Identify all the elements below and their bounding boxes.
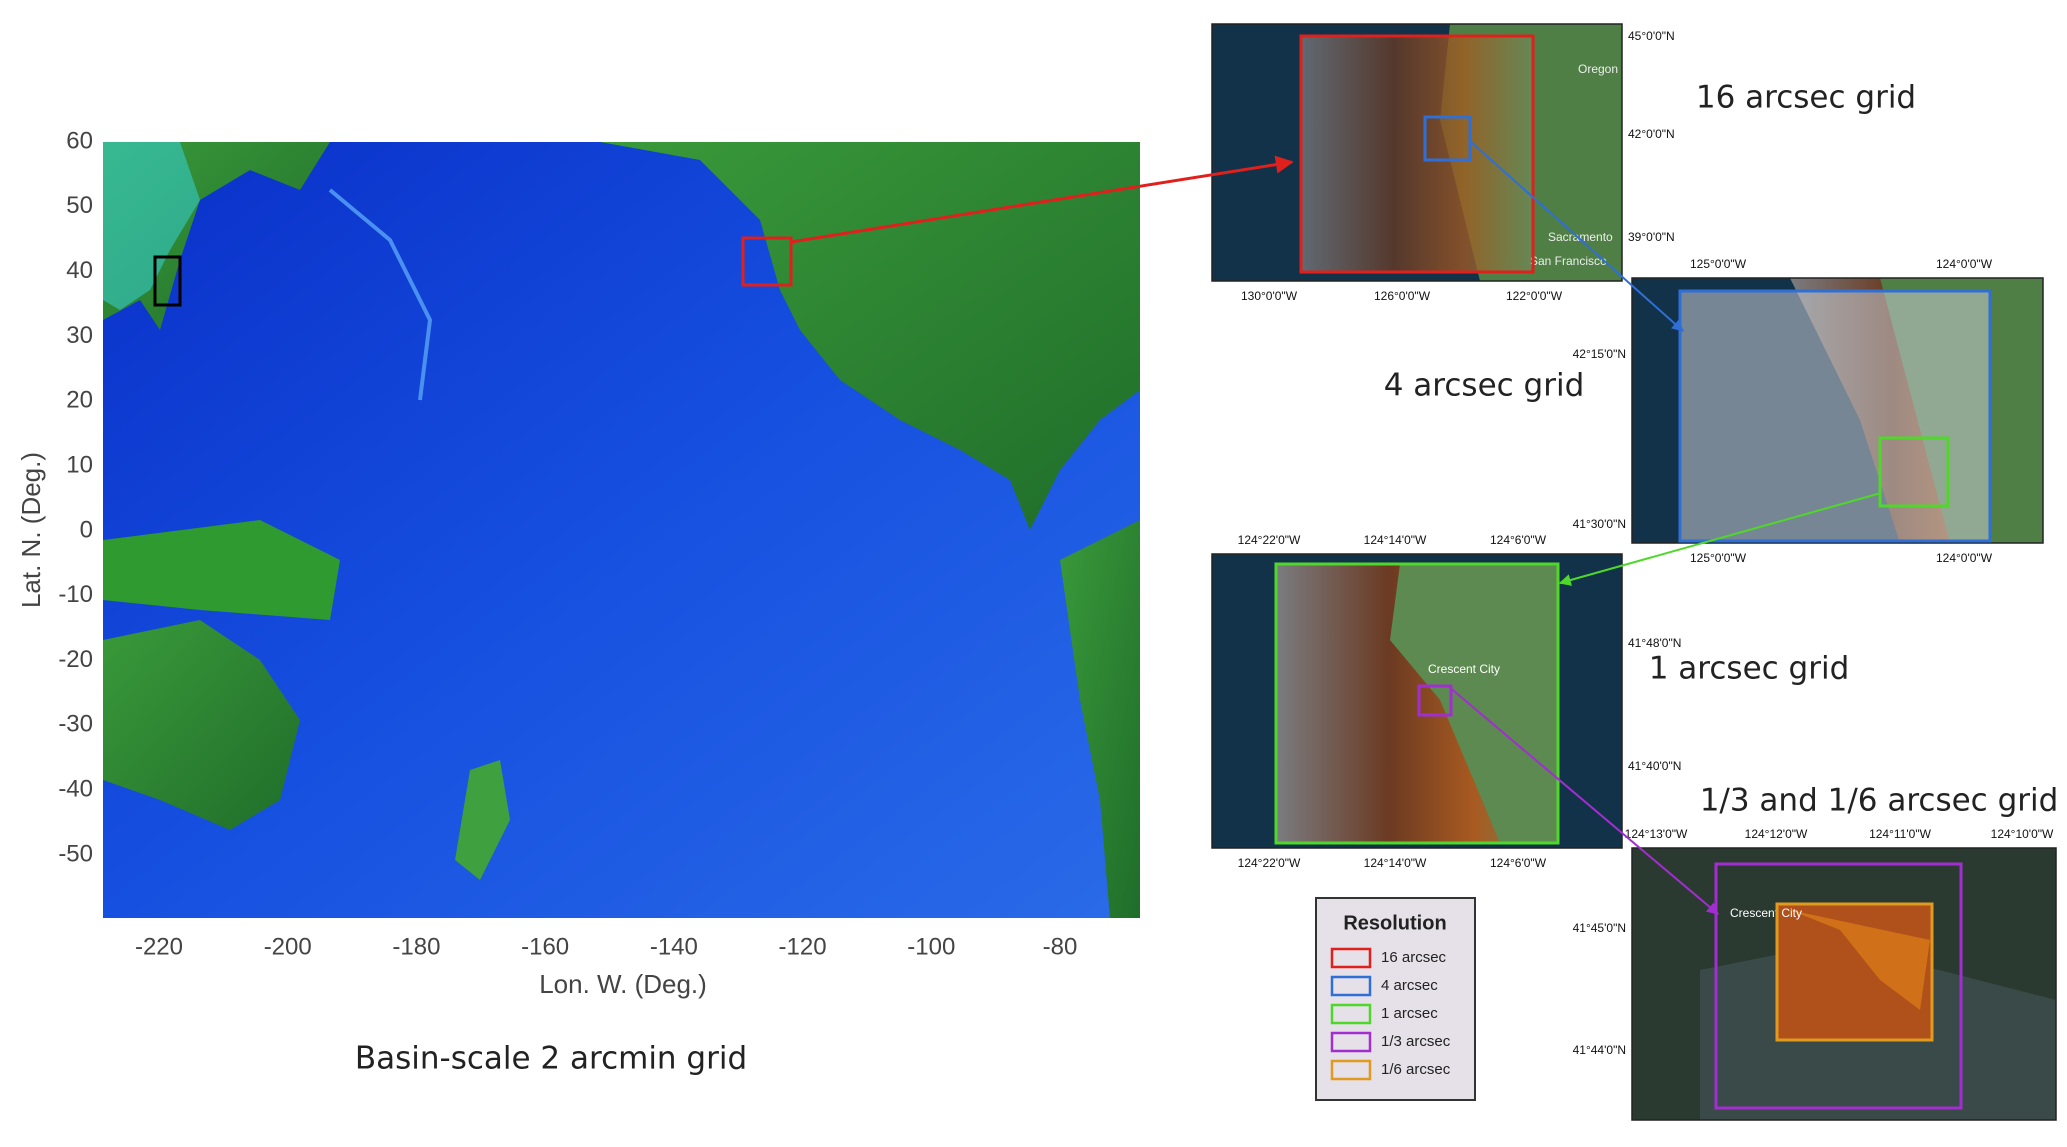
- grid-box: [1775, 902, 1934, 1042]
- place-label: Sacramento: [1548, 230, 1613, 244]
- lon-label: 125°0'0"W: [1690, 551, 1747, 565]
- panel-1: Oregon Sacramento San Francisco: [1212, 24, 1622, 281]
- y-tick-label: 40: [66, 257, 93, 284]
- lat-label: 42°0'0"N: [1628, 127, 1675, 141]
- x-axis-label: Lon. W. (Deg.): [539, 969, 707, 999]
- x-tick-label: -140: [650, 933, 698, 960]
- x-tick-label: -120: [779, 933, 827, 960]
- lon-label: 124°6'0"W: [1490, 533, 1547, 547]
- legend-swatch: [1330, 1031, 1372, 1053]
- panel-frame: [1631, 277, 2044, 544]
- lat-label: 41°45'0"N: [1573, 921, 1626, 935]
- panel-caption: 1 arcsec grid: [1649, 651, 1850, 687]
- lon-label: 124°14'0"W: [1364, 856, 1427, 870]
- lon-label: 130°0'0"W: [1241, 289, 1298, 303]
- y-tick-label: 60: [66, 127, 93, 154]
- grid-box: [1417, 684, 1453, 717]
- lat-label: 41°30'0"N: [1573, 517, 1626, 531]
- lon-label: 122°0'0"W: [1506, 289, 1563, 303]
- place-label: Crescent City: [1730, 906, 1802, 920]
- y-tick-label: -40: [58, 776, 93, 803]
- legend: Resolution 16 arcsec 4 arcsec 1 arcsec 1/3 …: [1315, 897, 1476, 1101]
- lon-label: 124°11'0"W: [1869, 827, 1932, 841]
- lat-label: 39°0'0"N: [1628, 230, 1675, 244]
- basin-map: [103, 142, 1140, 918]
- place-label: Oregon: [1578, 62, 1618, 76]
- lon-label: 124°12'0"W: [1745, 827, 1808, 841]
- x-tick-label: -180: [392, 933, 440, 960]
- legend-swatch: [1330, 947, 1372, 969]
- panel-caption: 16 arcsec grid: [1696, 80, 1916, 116]
- legend-swatch: [1330, 1003, 1372, 1025]
- y-tick-label: -50: [58, 840, 93, 867]
- grid-box: [1678, 289, 1992, 543]
- legend-label: 4 arcsec: [1381, 977, 1438, 994]
- y-axis-label: Lat. N. (Deg.): [16, 452, 46, 608]
- y-tick-label: -10: [58, 581, 93, 608]
- grid-box: [1423, 115, 1472, 162]
- lat-label: 42°15'0"N: [1573, 347, 1626, 361]
- panel-caption: 1/3 and 1/6 arcsec grid: [1700, 783, 2059, 819]
- lat-label: 41°48'0"N: [1628, 636, 1681, 650]
- place-label: San Francisco: [1530, 254, 1607, 268]
- panel-frame: [1211, 553, 1623, 849]
- y-tick-label: 0: [80, 516, 93, 543]
- y-tick-label: -30: [58, 711, 93, 738]
- panel-frame: [1631, 847, 2057, 1121]
- arrow: [790, 155, 1294, 244]
- lon-label: 124°22'0"W: [1238, 856, 1301, 870]
- grid-box: [1878, 436, 1950, 508]
- lon-label: 124°14'0"W: [1364, 533, 1427, 547]
- x-tick-label: -160: [521, 933, 569, 960]
- legend-swatch: [1330, 1059, 1372, 1081]
- y-tick-label: 50: [66, 192, 93, 219]
- lon-label: 124°13'0"W: [1625, 827, 1688, 841]
- lon-label: 124°22'0"W: [1238, 533, 1301, 547]
- arrow: [1558, 492, 1882, 586]
- panel-caption: 4 arcsec grid: [1384, 368, 1585, 404]
- lon-label: 124°0'0"W: [1936, 551, 1993, 565]
- y-tick-label: -20: [58, 646, 93, 673]
- lat-label: 41°44'0"N: [1573, 1043, 1626, 1057]
- panel-3: Crescent City: [1212, 554, 1622, 848]
- x-tick-label: -220: [135, 933, 183, 960]
- lon-label: 125°0'0"W: [1690, 257, 1747, 271]
- arrow: [1470, 141, 1684, 332]
- legend-label: 1/6 arcsec: [1381, 1061, 1451, 1078]
- y-tick-label: 10: [66, 451, 93, 478]
- x-tick-label: -80: [1043, 933, 1078, 960]
- x-tick-label: -100: [907, 933, 955, 960]
- legend-label: 1/3 arcsec: [1381, 1033, 1451, 1050]
- arrow: [1447, 685, 1719, 915]
- lon-label: 124°10'0"W: [1991, 827, 2054, 841]
- lon-label: 124°0'0"W: [1936, 257, 1993, 271]
- legend-label: 1 arcsec: [1381, 1005, 1438, 1022]
- y-tick-label: 30: [66, 322, 93, 349]
- legend-label: 16 arcsec: [1381, 949, 1447, 966]
- y-tick-label: 20: [66, 387, 93, 414]
- lat-label: 41°40'0"N: [1628, 759, 1681, 773]
- panel-frame: [1211, 23, 1623, 282]
- map-caption: Basin-scale 2 arcmin grid: [355, 1041, 747, 1077]
- place-label: Crescent City: [1428, 662, 1500, 676]
- grid-box: [1714, 862, 1963, 1110]
- lon-label: 124°6'0"W: [1490, 856, 1547, 870]
- x-tick-label: -200: [264, 933, 312, 960]
- panel-2: [1632, 278, 2043, 543]
- panel-4: Crescent City: [1632, 848, 2056, 1120]
- lon-label: 126°0'0"W: [1374, 289, 1431, 303]
- legend-title: Resolution: [1343, 912, 1446, 934]
- lat-label: 45°0'0"N: [1628, 29, 1675, 43]
- grid-box: [1299, 34, 1535, 274]
- grid-box: [1274, 562, 1560, 845]
- legend-swatch: [1330, 975, 1372, 997]
